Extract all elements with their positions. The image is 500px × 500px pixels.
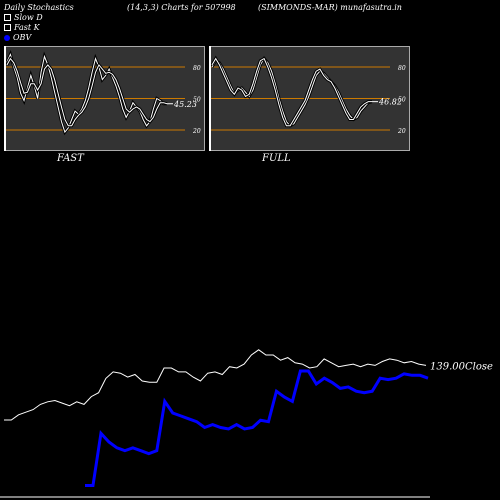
- legend-label: Slow D: [14, 13, 43, 22]
- legend-label: Fast K: [14, 23, 40, 32]
- y-tick-label: 20: [397, 128, 406, 135]
- y-tick-label: 50: [398, 97, 406, 104]
- chart-title-left: Daily Stochastics: [4, 3, 74, 12]
- legend-obv: OBV: [4, 33, 31, 42]
- y-tick-label: 80: [398, 65, 406, 72]
- legend-slow-d: Slow D: [4, 13, 43, 22]
- close-value-label: 139.00Close: [430, 361, 493, 372]
- obv-line: [85, 369, 429, 487]
- y-tick-label: 20: [192, 128, 201, 135]
- full-panel-label: FULL: [262, 153, 291, 164]
- fast-k-swatch: [4, 24, 11, 31]
- legend-fast-k: Fast K: [4, 23, 40, 32]
- y-tick-label: 80: [193, 65, 201, 72]
- chart-title-center: (14,3,3) Charts for 507998: [127, 3, 236, 12]
- last-value-label: 46.82: [378, 98, 402, 107]
- series-line-1: [6, 57, 168, 127]
- y-tick-label: 50: [193, 97, 201, 104]
- obv-swatch: [4, 34, 10, 41]
- slow-d-swatch: [4, 14, 11, 21]
- chart-title-right: (SIMMONDS-MAR) munafasutra.in: [258, 3, 402, 12]
- close-price-line: [4, 349, 427, 421]
- last-value-label: 45.23: [173, 100, 197, 109]
- legend-label: OBV: [13, 33, 32, 42]
- fast-panel-label: FAST: [57, 153, 84, 164]
- series-line-1: [211, 57, 372, 127]
